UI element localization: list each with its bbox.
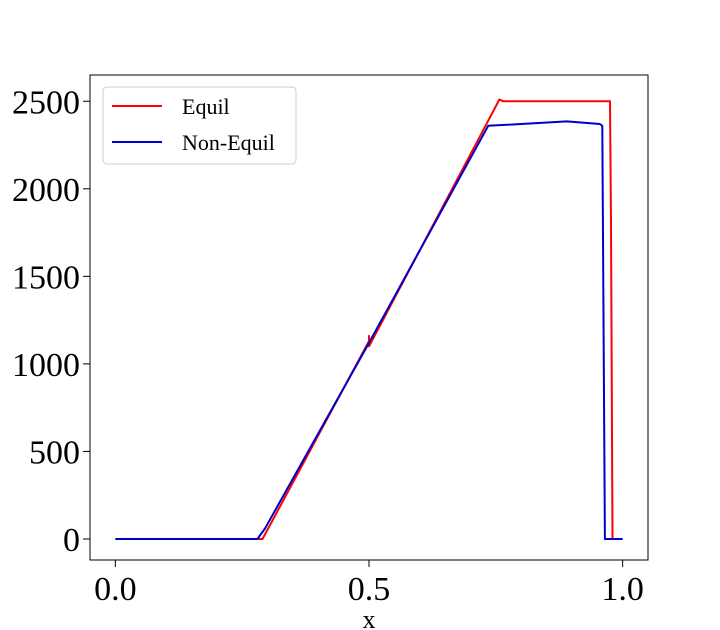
x-tick-label: 0.5 [348,571,391,608]
x-axis-ticks: 0.0 0.5 1.0 [94,560,644,608]
series-line-2 [115,120,623,540]
y-tick-label: 0 [63,522,80,559]
legend-label-2: Non-Equil [182,130,275,155]
y-tick-label: 2000 [12,172,80,209]
x-axis-label: x [363,605,376,630]
y-tick-label: 1500 [12,259,80,296]
y-tick-label: 1000 [12,347,80,384]
y-axis-ticks: 0 500 1000 1500 2000 2500 [12,84,90,559]
legend-label-1: Equil [182,94,230,119]
y-tick-label: 2500 [12,84,80,121]
legend: Equil Non-Equil [102,86,297,165]
x-tick-label: 0.0 [94,571,137,608]
series-layer [115,98,623,540]
y-tick-label: 500 [29,434,80,471]
x-tick-label: 1.0 [601,571,644,608]
